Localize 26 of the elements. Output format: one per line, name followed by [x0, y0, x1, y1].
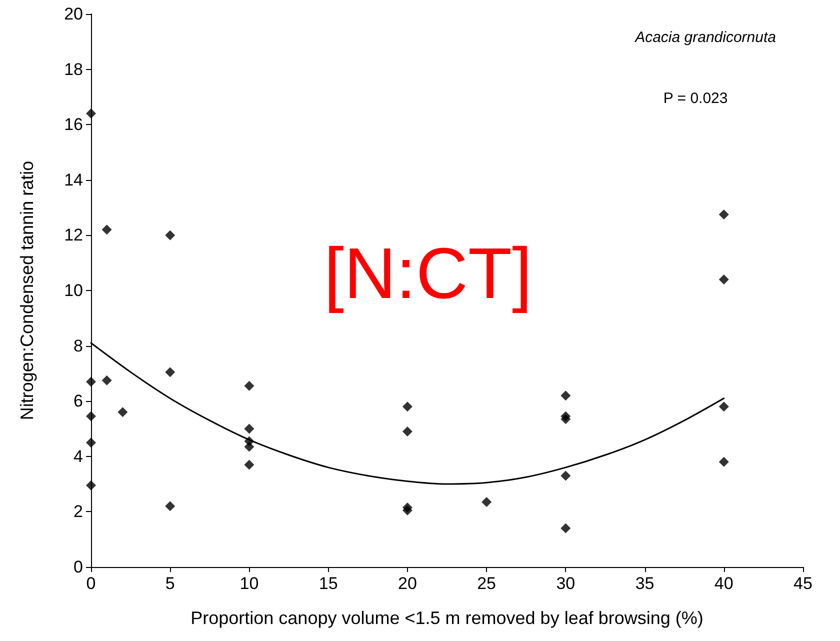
x-tick-label: 40 — [714, 574, 734, 593]
annotation: Acacia grandicornuta — [634, 29, 776, 46]
y-tick-label: 10 — [64, 281, 83, 300]
x-tick-label: 25 — [477, 574, 496, 593]
y-tick-label: 6 — [74, 392, 83, 411]
x-tick-label: 35 — [635, 574, 654, 593]
x-tick-label: 30 — [556, 574, 576, 593]
y-tick-label: 14 — [64, 170, 83, 190]
x-tick-label: 15 — [318, 574, 338, 593]
y-tick-label: 12 — [64, 226, 83, 245]
y-tick-label: 0 — [74, 558, 83, 576]
x-axis-title: Proportion canopy volume <1.5 m removed by leaf browsing (%) — [190, 608, 704, 628]
x-tick-label: 45 — [794, 574, 812, 593]
annotation: [N:CT] — [324, 234, 532, 314]
x-tick-label: 0 — [86, 574, 96, 593]
y-tick-label: 8 — [74, 336, 83, 356]
y-tick-label: 16 — [64, 115, 83, 134]
x-tick-label: 10 — [240, 574, 259, 593]
y-tick-label: 4 — [74, 446, 83, 466]
x-tick-label: 5 — [165, 574, 175, 593]
x-tick-label: 20 — [398, 574, 417, 593]
y-tick-label: 2 — [74, 502, 83, 522]
y-tick-label: 18 — [64, 60, 83, 79]
y-tick-label: 20 — [64, 4, 83, 24]
annotation: P = 0.023 — [663, 90, 728, 107]
y-axis-title: Nitrogen:Condensed tannin ratio — [17, 160, 37, 420]
